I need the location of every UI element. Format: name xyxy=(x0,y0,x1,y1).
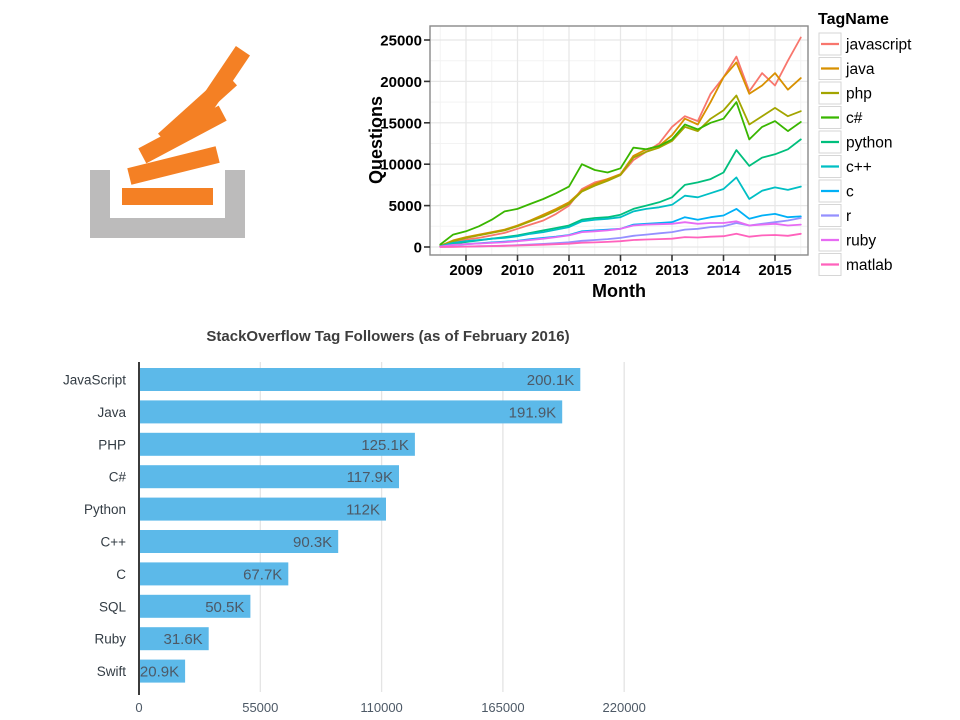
bar-Swift xyxy=(140,659,186,683)
y-tick-labels: 0 5000 10000 15000 20000 25000 xyxy=(380,33,422,257)
series-line-php xyxy=(439,94,802,247)
legend: javascript java php c# python c++ cr ruby matlab xyxy=(818,32,912,276)
bar-value-label: 200.1K xyxy=(527,372,575,389)
bar-chart-title: StackOverflow Tag Followers (as of Febru… xyxy=(206,328,569,345)
x-tick-label: 55000 xyxy=(242,700,278,715)
y-axis-title: Questions xyxy=(366,96,386,184)
legend-label-javascript: javascript xyxy=(845,37,912,54)
category-label: Swift xyxy=(97,664,127,679)
category-label: SQL xyxy=(99,599,127,614)
stackoverflow-logo xyxy=(90,46,250,238)
series-line-c++ xyxy=(439,176,802,248)
legend-title: TagName xyxy=(818,11,889,28)
category-label: Python xyxy=(84,502,126,517)
bar-value-label: 20.9K xyxy=(140,664,179,681)
bar-value-label: 117.9K xyxy=(347,469,393,486)
bar-C# xyxy=(140,465,399,489)
y-tick-label: 0 xyxy=(414,240,422,257)
bar-PHP xyxy=(140,432,415,456)
bar-value-label: 191.9K xyxy=(509,404,557,421)
category-label: Ruby xyxy=(94,632,126,647)
value-labels: 200.1K 191.9K 125.1K 117.9K 112K 90.3K 67.7K 50… xyxy=(140,372,574,681)
axis-ticks xyxy=(424,39,776,261)
x-tick-labels: 2009 2010 2011 2012 2013 2014 2015 xyxy=(449,262,791,279)
bar-Ruby xyxy=(140,627,209,651)
x-tick-label: 2015 xyxy=(758,262,791,279)
category-label: PHP xyxy=(98,437,126,452)
data-series-lines xyxy=(439,36,802,248)
x-tick-label: 2010 xyxy=(501,262,534,279)
legend-label-ruby: ruby xyxy=(846,233,876,250)
bar-value-label: 67.7K xyxy=(243,566,282,583)
tag-followers-bar-chart: StackOverflow Tag Followers (as of Febru… xyxy=(63,328,646,715)
minor-gridlines xyxy=(430,26,808,255)
bar-SQL xyxy=(140,594,251,618)
category-label: JavaScript xyxy=(63,373,126,388)
bar-value-label: 90.3K xyxy=(293,534,332,551)
bar-JavaScript xyxy=(140,368,581,391)
category-label: C++ xyxy=(100,535,126,550)
x-tick-label: 220000 xyxy=(603,700,646,715)
category-label: C# xyxy=(109,470,127,485)
bars xyxy=(140,368,581,683)
logo-tray xyxy=(90,170,245,238)
legend-label-c: c xyxy=(846,184,854,201)
x-tick-label: 2011 xyxy=(553,262,586,279)
bar-value-label: 125.1K xyxy=(361,437,409,454)
series-line-matlab xyxy=(439,232,802,248)
x-axis-title: Month xyxy=(592,281,646,301)
series-line-c# xyxy=(439,101,802,246)
x-tick-label: 2013 xyxy=(655,262,688,279)
y-tick-label: 10000 xyxy=(380,157,422,174)
y-tick-label: 15000 xyxy=(380,115,422,132)
bar-C xyxy=(140,562,289,586)
category-label: Java xyxy=(97,405,126,420)
bar-value-label: 112K xyxy=(346,502,380,519)
series-line-ruby xyxy=(439,220,802,248)
bar-value-label: 50.5K xyxy=(205,599,244,616)
x-axis-tick-labels: 0 55000 110000 165000 220000 xyxy=(135,700,646,715)
bar-value-label: 31.6K xyxy=(163,631,202,648)
x-tick-label: 2012 xyxy=(604,262,637,279)
y-tick-label: 5000 xyxy=(389,198,422,215)
legend-label-r: r xyxy=(846,208,851,225)
category-label: C xyxy=(116,567,126,582)
legend-label-matlab: matlab xyxy=(846,257,893,274)
legend-label-c++: c++ xyxy=(846,159,872,176)
logo-bars xyxy=(122,46,250,205)
bar-Python xyxy=(140,497,386,521)
x-tick-label: 110000 xyxy=(360,700,402,715)
panel-border xyxy=(429,25,809,256)
legend-label-java: java xyxy=(845,61,875,78)
legend-label-php: php xyxy=(846,86,872,103)
category-labels: JavaScript Java PHP C# Python C++ C SQL Ruby Swif… xyxy=(63,373,127,680)
questions-line-chart: 2009 2010 2011 2012 2013 2014 2015 0 5000 10000 1… xyxy=(366,11,912,301)
x-tick-label: 2014 xyxy=(707,262,741,279)
y-tick-label: 25000 xyxy=(380,33,422,50)
legend-label-python: python xyxy=(846,135,893,152)
x-tick-label: 0 xyxy=(135,700,142,715)
x-tick-label: 2009 xyxy=(449,262,482,279)
x-tick-label: 165000 xyxy=(481,700,524,715)
y-tick-label: 20000 xyxy=(380,74,422,91)
bar-Java xyxy=(140,400,563,424)
legend-label-c#: c# xyxy=(846,110,863,127)
bar-C++ xyxy=(140,530,339,553)
